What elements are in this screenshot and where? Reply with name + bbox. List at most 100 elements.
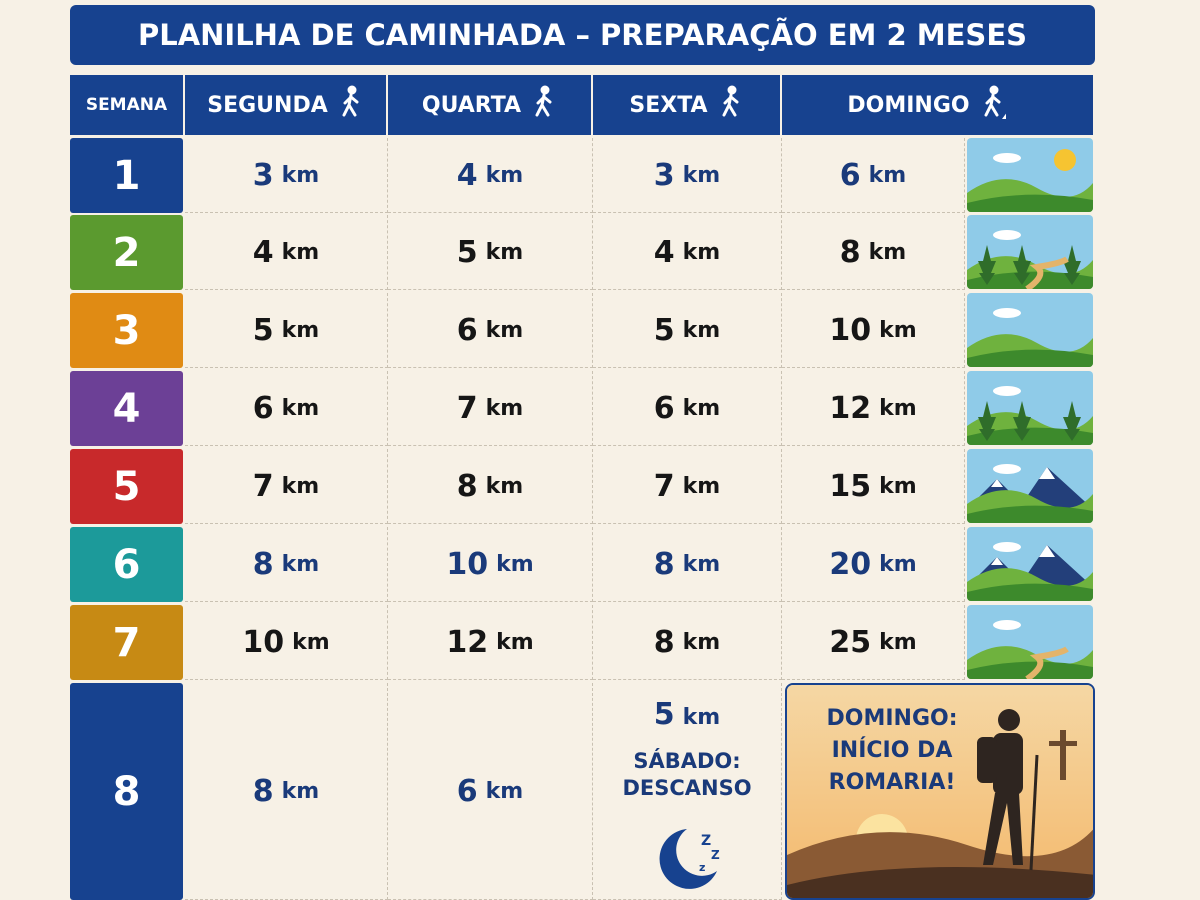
- distance-cell: 6 km: [593, 371, 782, 446]
- distance-unit: km: [879, 551, 917, 577]
- distance-number: 8: [653, 546, 675, 582]
- distance-unit: km: [281, 317, 320, 343]
- distance-cell: 3 km: [593, 138, 782, 213]
- distance-number: 15: [829, 468, 872, 504]
- distance-number: 10: [446, 546, 489, 582]
- walker-icon-svg: [984, 85, 1026, 119]
- week-badge: 5: [70, 449, 183, 524]
- distance-cell: 6 km: [388, 293, 593, 368]
- distance-number: 7: [456, 390, 478, 426]
- svg-text:Z: Z: [701, 833, 711, 849]
- distance-number: 6: [456, 312, 478, 348]
- distance-number: 5: [456, 234, 478, 270]
- distance-unit: km: [879, 395, 917, 421]
- scene-image-svg: [967, 138, 1093, 212]
- walker-icon: [982, 85, 1028, 125]
- distance-unit: km: [292, 629, 330, 655]
- column-header-text: SEGUNDA: [207, 92, 328, 118]
- distance-cell: 3 km: [185, 138, 388, 213]
- distance-number: 10: [242, 624, 285, 660]
- scene-image: [967, 215, 1093, 289]
- scene-image-svg: [967, 293, 1093, 367]
- distance-number: 8: [653, 624, 675, 660]
- distance-cell: 7 km: [185, 449, 388, 524]
- distance-unit: km: [682, 162, 721, 188]
- distance-cell: 5 km: [388, 215, 593, 290]
- distance-number: 3: [653, 157, 675, 193]
- distance-cell: 5 km: [593, 293, 782, 368]
- distance-unit: km: [281, 239, 320, 265]
- distance-unit: km: [879, 317, 917, 343]
- scene-image-svg: [967, 449, 1093, 523]
- distance-unit: km: [682, 239, 721, 265]
- week-badge: 6: [70, 527, 183, 602]
- column-header: QUARTA: [388, 75, 593, 135]
- column-header: SEGUNDA: [185, 75, 388, 135]
- final-note: DOMINGO: INÍCIO DA ROMARIA!: [826, 706, 958, 795]
- distance-unit: km: [868, 162, 907, 188]
- distance-unit: km: [496, 629, 534, 655]
- distance-unit: km: [485, 317, 524, 343]
- walker-icon-svg: [342, 85, 359, 117]
- scene-image: [967, 527, 1093, 601]
- scene-image: [967, 371, 1093, 445]
- distance-unit: km: [485, 473, 524, 499]
- column-header-text: SEXTA: [629, 92, 708, 118]
- distance-unit: km: [868, 239, 907, 265]
- distance-cell: 10 km: [185, 605, 388, 680]
- distance-number: 12: [446, 624, 489, 660]
- distance-cell: 6 km: [782, 138, 965, 213]
- distance-unit: km: [485, 239, 524, 265]
- scene-image: [967, 605, 1093, 679]
- svg-text:Z: Z: [711, 848, 720, 862]
- week-badge: 3: [70, 293, 183, 368]
- romaria-image-svg: [787, 685, 1093, 898]
- week-badge: 4: [70, 371, 183, 446]
- sleep-icon-svg: ZZz: [659, 828, 720, 889]
- distance-unit: km: [281, 162, 320, 188]
- distance-number: 7: [653, 468, 675, 504]
- distance-number: 7: [252, 468, 274, 504]
- column-header: DOMINGO: [782, 75, 1095, 135]
- walker-icon-svg: [722, 85, 739, 117]
- distance-number: 6: [839, 157, 861, 193]
- distance-cell: 4 km: [185, 215, 388, 290]
- distance-number: 4: [653, 234, 675, 270]
- column-header: SEMANA: [70, 75, 185, 135]
- distance-unit: km: [682, 395, 721, 421]
- distance-number: 12: [829, 390, 872, 426]
- svg-text:z: z: [699, 861, 705, 874]
- week-badge: 1: [70, 138, 183, 213]
- distance-cell: 10 km: [782, 293, 965, 368]
- column-header-text: DOMINGO: [847, 92, 970, 118]
- distance-cell: 7 km: [388, 371, 593, 446]
- distance-cell: 8 km: [185, 683, 388, 900]
- distance-unit: km: [682, 473, 721, 499]
- distance-unit: km: [485, 778, 524, 804]
- distance-unit: km: [281, 551, 320, 577]
- walker-icon-svg: [535, 85, 552, 117]
- column-header-text: SEMANA: [85, 95, 168, 115]
- distance-number: 5: [252, 312, 274, 348]
- distance-number: 4: [252, 234, 274, 270]
- distance-number: 3: [252, 157, 274, 193]
- distance-unit: km: [496, 551, 534, 577]
- distance-unit: km: [682, 705, 721, 730]
- distance-cell: 5 km: [185, 293, 388, 368]
- distance-cell: 8 km: [593, 605, 782, 680]
- distance-cell: 10 km: [388, 527, 593, 602]
- scene-image-svg: [967, 605, 1093, 679]
- distance-unit: km: [682, 629, 721, 655]
- column-header-text: QUARTA: [421, 92, 522, 118]
- scene-image: [967, 293, 1093, 367]
- distance-cell: 6 km: [388, 683, 593, 900]
- distance-cell: 12 km: [782, 371, 965, 446]
- scene-image-svg: [967, 527, 1093, 601]
- distance-number: 8: [839, 234, 861, 270]
- distance-number: 8: [456, 468, 478, 504]
- distance-cell: 8 km: [782, 215, 965, 290]
- title: PLANILHA DE CAMINHADA – PREPARAÇÃO EM 2 …: [70, 5, 1095, 65]
